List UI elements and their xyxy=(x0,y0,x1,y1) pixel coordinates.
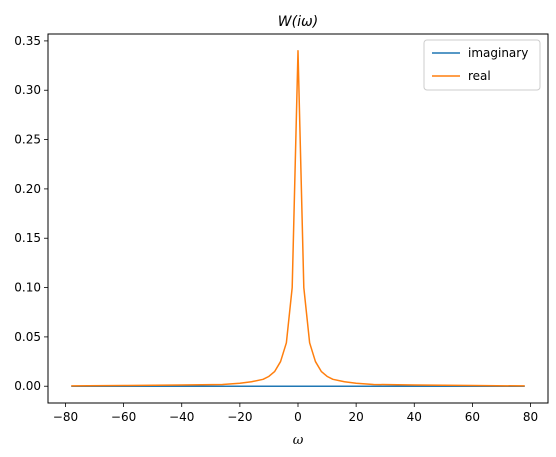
series-lines xyxy=(71,50,525,387)
x-tick-label: 40 xyxy=(407,410,422,424)
y-tick-label: 0.30 xyxy=(14,83,41,97)
x-tick-label: −40 xyxy=(169,410,194,424)
y-tick-label: 0.00 xyxy=(14,379,41,393)
y-tick-label: 0.25 xyxy=(14,133,41,147)
x-axis-label: ω xyxy=(293,433,304,448)
x-tick-label: 60 xyxy=(465,410,480,424)
y-tick-label: 0.10 xyxy=(14,281,41,295)
y-tick-label: 0.35 xyxy=(14,34,41,48)
x-tick-label: −20 xyxy=(227,410,252,424)
chart-title: W(iω) xyxy=(278,14,318,30)
y-tick-label: 0.20 xyxy=(14,182,41,196)
x-axis-ticks: −80 −60 −40 −20 0 20 40 60 80 xyxy=(53,403,538,424)
y-tick-label: 0.05 xyxy=(14,330,41,344)
x-tick-label: 20 xyxy=(348,410,363,424)
series-line-real xyxy=(71,50,525,387)
x-tick-label: 0 xyxy=(294,410,302,424)
x-tick-label: −60 xyxy=(111,410,136,424)
x-tick-label: 80 xyxy=(523,410,538,424)
y-tick-label: 0.15 xyxy=(14,231,41,245)
y-axis-ticks: 0.00 0.05 0.10 0.15 0.20 0.25 0.30 0.35 xyxy=(14,34,48,393)
legend-label-real: real xyxy=(468,69,491,83)
x-tick-label: −80 xyxy=(53,410,78,424)
legend-label-imaginary: imaginary xyxy=(468,46,528,60)
legend: imaginary real xyxy=(423,39,541,91)
